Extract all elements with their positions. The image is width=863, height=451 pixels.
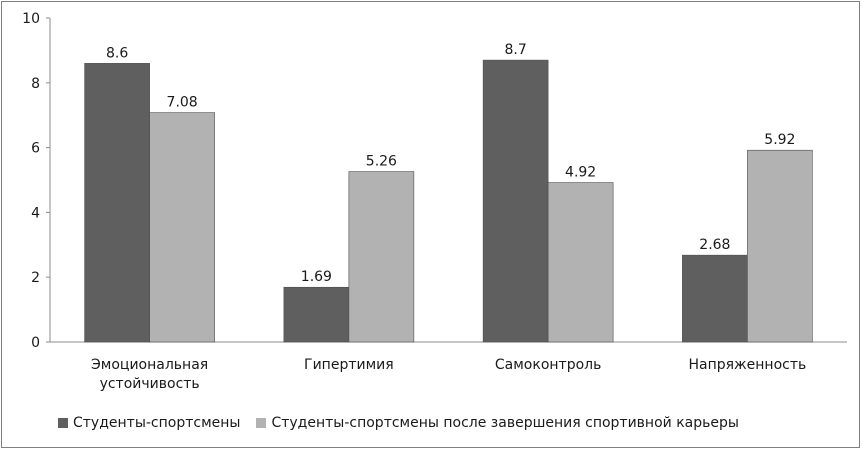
bar-value-label: 7.08 — [167, 95, 198, 111]
y-axis-ticks: 0 2 4 6 8 10 — [22, 11, 50, 351]
bar — [149, 112, 215, 343]
y-tick-label: 10 — [22, 11, 40, 27]
legend-swatch-series-2 — [256, 418, 267, 428]
bar-value-label: 5.26 — [366, 154, 397, 170]
bar-value-label: 1.69 — [301, 269, 332, 285]
bar-value-label: 2.68 — [699, 237, 730, 253]
bar-value-labels: 8.6 7.08 1.69 5.26 8.7 4.92 2.68 5.92 — [106, 42, 795, 285]
legend-item-series-2: Студенты-спортсмены после завершения спо… — [256, 415, 739, 431]
y-tick-label: 2 — [31, 270, 40, 286]
x-category-label: Напряженность — [688, 357, 806, 373]
bar-value-label: 4.92 — [565, 165, 596, 181]
bar — [747, 149, 813, 343]
y-tick-label: 0 — [31, 335, 40, 351]
x-category-label: Самоконтроль — [495, 357, 601, 373]
bar-value-label: 8.7 — [504, 42, 526, 58]
bar — [547, 182, 614, 343]
legend-swatch-series-1 — [58, 418, 68, 428]
y-tick-label: 4 — [31, 205, 40, 221]
bar — [482, 59, 549, 343]
bar-value-label: 8.6 — [106, 45, 128, 61]
legend: Студенты-спортсмены Студенты-спортсмены … — [58, 415, 755, 431]
y-tick-label: 6 — [31, 141, 40, 157]
bar — [84, 63, 150, 343]
legend-item-series-1: Студенты-спортсмены — [58, 415, 240, 431]
bar-value-label: 5.92 — [764, 132, 795, 148]
bar — [348, 171, 415, 343]
x-category-label: устойчивость — [100, 376, 200, 392]
bars — [84, 59, 813, 343]
y-tick-label: 8 — [31, 76, 40, 92]
x-axis-labels: Эмоциональная устойчивость Гипертимия Самок… — [91, 357, 806, 392]
x-category-label: Гипертимия — [304, 357, 394, 373]
legend-label-series-2: Студенты-спортсмены после завершения спо… — [271, 415, 739, 431]
legend-label-series-1: Студенты-спортсмены — [73, 415, 241, 431]
bar — [283, 286, 350, 343]
bar — [682, 254, 748, 343]
x-category-label: Эмоциональная — [91, 357, 208, 373]
